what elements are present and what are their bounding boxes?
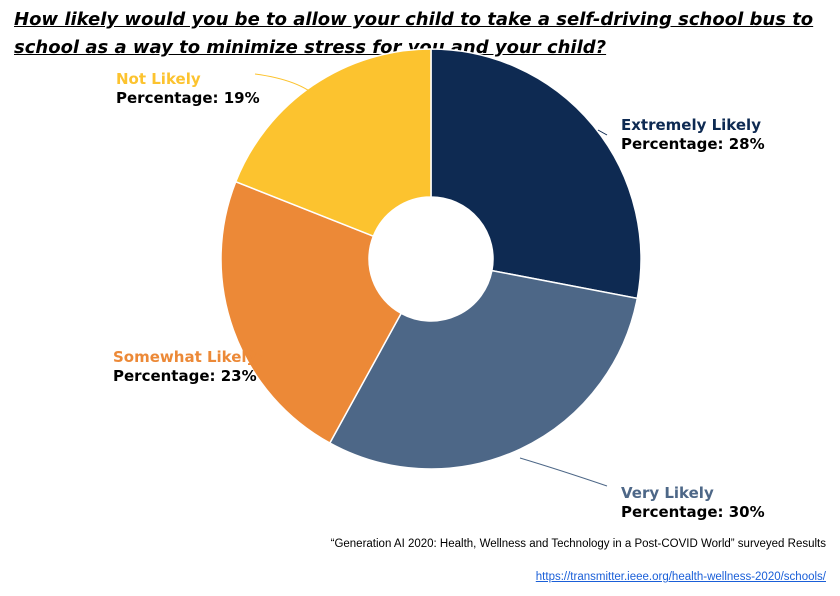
slice-label: Very Likely [621,484,714,502]
leader-line [254,73,319,99]
slice-label: Extremely Likely [621,116,761,134]
slice-somewhat-likely [220,180,403,445]
leader-line [519,457,608,487]
source-caption: “Generation AI 2020: Health, Wellness an… [330,538,826,550]
slice-value-label: Percentage: 28% [621,135,765,153]
slice-extremely-likely [430,48,642,300]
leader-line [597,129,608,136]
slice-label: Not Likely [116,70,201,88]
leader-line [249,349,263,357]
slice-value-label: Percentage: 23% [113,367,257,385]
source-link[interactable]: https://transmitter.ieee.org/health-well… [535,571,826,583]
slice-value-label: Percentage: 19% [116,89,260,107]
slice-very-likely [328,269,639,470]
slice-value-label: Percentage: 30% [621,503,765,521]
slice-not-likely [234,48,432,238]
slice-label: Somewhat Likely [113,348,257,366]
